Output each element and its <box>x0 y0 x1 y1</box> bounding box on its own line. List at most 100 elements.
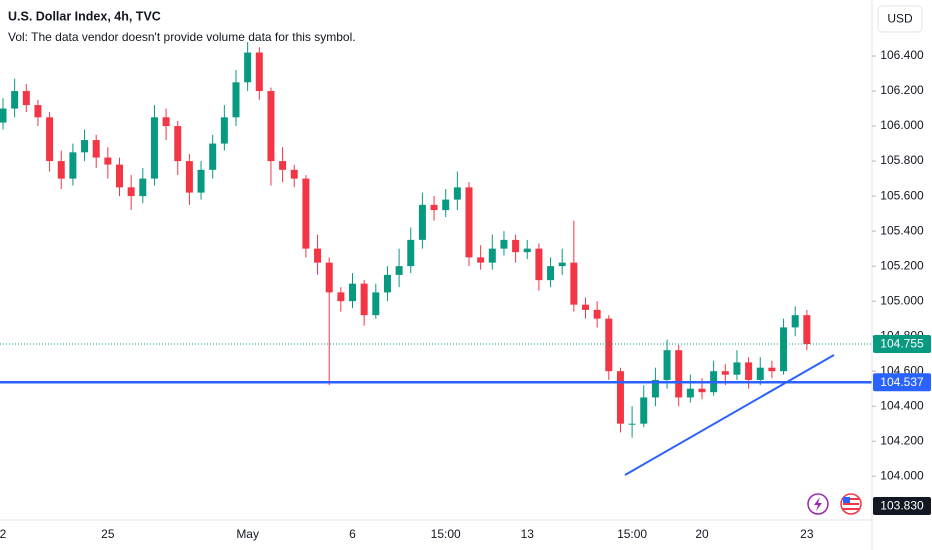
y-tick-label: 104.400 <box>880 398 924 412</box>
candle-body <box>81 140 89 153</box>
candle-body <box>430 204 438 211</box>
candle-body <box>686 388 694 398</box>
currency-label: USD <box>887 12 913 26</box>
candle-body <box>104 157 112 165</box>
candle-body <box>523 248 531 253</box>
y-tick-label: 106.200 <box>880 83 924 97</box>
candle-body <box>547 266 555 281</box>
trend-line <box>624 354 835 476</box>
candle-body <box>290 169 298 179</box>
candle-body <box>46 117 54 162</box>
candle-body <box>477 257 485 263</box>
candle-body <box>745 362 753 380</box>
candle-body <box>325 262 333 293</box>
candle-body <box>593 309 601 319</box>
candle-body <box>162 117 170 127</box>
flag-stripe <box>843 498 859 500</box>
flag-stripe <box>843 508 859 510</box>
x-tick-label: 15:00 <box>431 527 461 541</box>
candle-body <box>675 350 683 398</box>
candle-body <box>628 423 636 425</box>
candle-body <box>383 274 391 293</box>
candle-body <box>314 248 322 263</box>
x-tick-label: 13 <box>521 527 535 541</box>
candle-body <box>92 140 100 158</box>
candle-body <box>500 239 508 249</box>
candle-body <box>150 117 158 179</box>
y-tick-label: 105.000 <box>880 293 924 307</box>
candle-body <box>768 367 776 372</box>
candle-body <box>651 379 659 398</box>
x-tick-label: 6 <box>349 527 356 541</box>
candle-body <box>69 152 77 179</box>
y-tick-label: 104.000 <box>880 468 924 482</box>
candle-body <box>267 91 275 162</box>
candle-body <box>209 143 217 170</box>
candle-body <box>197 169 205 193</box>
currency-button[interactable] <box>877 5 923 33</box>
candle-body <box>337 292 345 302</box>
y-tick-label: 105.600 <box>880 188 924 202</box>
candle-body <box>360 283 368 316</box>
volume-note: Vol: The data vendor doesn't provide vol… <box>8 30 356 44</box>
candle-body <box>0 108 7 123</box>
x-tick-label: 15:00 <box>617 527 647 541</box>
candle-body <box>11 91 19 109</box>
candle-body <box>535 248 543 281</box>
candle-body <box>349 283 356 302</box>
candle-body <box>465 187 473 258</box>
y-tick-label: 105.800 <box>880 153 924 167</box>
price-tag-label: 104.537 <box>880 375 924 389</box>
y-tick-label: 105.200 <box>880 258 924 272</box>
candle-body <box>756 367 764 380</box>
candle-body <box>302 178 310 249</box>
price-tag <box>873 373 931 392</box>
candle-body <box>279 161 287 170</box>
y-tick-label: 104.200 <box>880 433 924 447</box>
candle-body <box>255 52 263 92</box>
candle-body <box>442 199 450 211</box>
candle-body <box>733 362 741 375</box>
candle-body <box>698 388 706 393</box>
price-tag <box>873 496 931 515</box>
lightning-icon <box>814 497 822 511</box>
price-tag-label: 104.755 <box>880 337 924 351</box>
candle-body <box>407 239 415 267</box>
candle-body <box>558 262 566 267</box>
chart-title: U.S. Dollar Index, 4h, TVC <box>8 9 161 23</box>
candle-body <box>395 266 403 275</box>
candle-body <box>139 178 147 197</box>
candle-body <box>512 239 520 253</box>
candle-body <box>372 292 380 316</box>
candle-body <box>582 304 589 310</box>
y-tick-label: 105.400 <box>880 223 924 237</box>
candle-body <box>57 161 65 179</box>
candle-body <box>220 117 228 144</box>
candle-body <box>640 397 648 424</box>
x-tick-label: 25 <box>101 527 115 541</box>
candle-body <box>780 327 788 372</box>
candle-body <box>721 371 729 375</box>
x-tick-label: 20 <box>695 527 709 541</box>
candle-body <box>174 126 182 162</box>
candle-body <box>488 248 496 263</box>
candle-body <box>453 187 461 200</box>
candle-body <box>791 315 799 328</box>
candle-body <box>663 350 671 380</box>
candle-body <box>22 91 30 106</box>
plot-area <box>0 42 872 438</box>
candle-body <box>127 187 135 197</box>
candle-body <box>232 82 240 118</box>
x-tick-label: May <box>236 527 259 541</box>
candle-body <box>616 371 624 424</box>
candle-body <box>803 315 811 345</box>
x-tick-label: 2 <box>0 527 7 541</box>
candle-body <box>570 262 578 305</box>
price-tag-label: 103.830 <box>880 499 924 513</box>
price-tag <box>873 335 931 354</box>
candle-body <box>185 161 193 193</box>
candle-body <box>244 52 252 83</box>
